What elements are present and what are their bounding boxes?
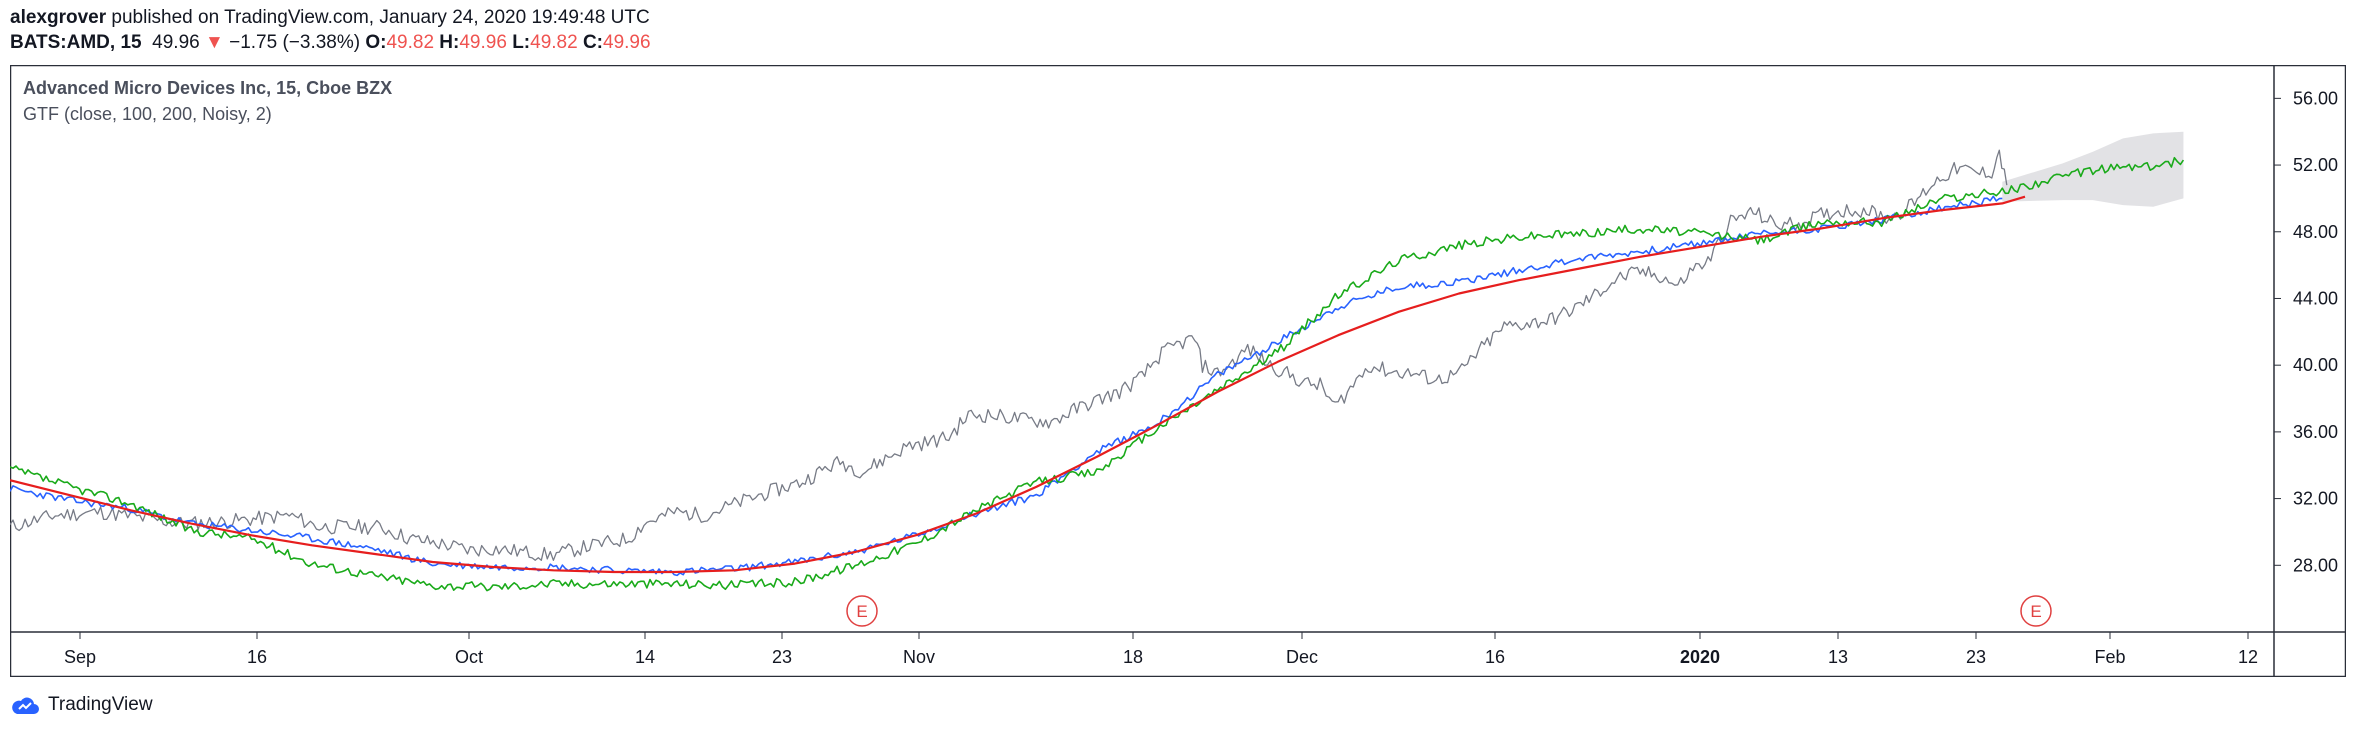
open-value: 49.82 xyxy=(386,32,435,53)
published-text: published on TradingView.com, January 24… xyxy=(111,7,650,28)
x-tick-label: Dec xyxy=(1286,647,1318,667)
earnings-label: E xyxy=(2030,602,2041,621)
x-tick-label: 23 xyxy=(772,647,792,667)
x-tick-label: Nov xyxy=(903,647,935,667)
price-chart[interactable]: E E 56.00 52.00 48.00 44.00 40.00 36.00 32.00 28… xyxy=(10,65,2346,677)
down-arrow-icon: ▼ xyxy=(205,32,224,53)
red-series-line xyxy=(10,195,2026,574)
open-label: O: xyxy=(365,32,387,53)
low-label: L: xyxy=(512,32,531,53)
y-tick-label: 32.00 xyxy=(2293,489,2338,509)
symbol-info-bar: BATS:AMD, 15 49.96 ▼ −1.75 (−3.38%) O:49… xyxy=(10,31,651,55)
high-value: 49.96 xyxy=(459,32,507,53)
price-series-line xyxy=(10,149,2008,561)
symbol-label: BATS:AMD, 15 xyxy=(10,32,142,53)
x-tick-label: 12 xyxy=(2238,647,2258,667)
x-tick-label: 16 xyxy=(247,647,267,667)
price-change: −1.75 (−3.38%) xyxy=(229,32,361,53)
x-tick-label: Feb xyxy=(2094,647,2125,667)
tradingview-logo[interactable]: TradingView xyxy=(10,690,153,720)
earnings-circle xyxy=(2020,595,2052,627)
green-series-line xyxy=(10,156,2185,592)
chart-border xyxy=(10,65,2346,677)
y-tick-label: 28.00 xyxy=(2293,555,2338,575)
earnings-label: E xyxy=(856,602,867,621)
blue-series-line xyxy=(10,195,2003,577)
brand-name: TradingView xyxy=(48,694,153,715)
x-tick-label: 23 xyxy=(1966,647,1986,667)
indicator-label[interactable]: GTF (close, 100, 200, Noisy, 2) xyxy=(23,104,272,124)
earnings-marker[interactable]: E xyxy=(2020,595,2052,627)
x-tick-label: 14 xyxy=(635,647,655,667)
y-tick-label: 56.00 xyxy=(2293,88,2338,108)
publish-info: alexgrover published on TradingView.com,… xyxy=(10,6,650,30)
earnings-circle xyxy=(846,595,878,627)
close-label: C: xyxy=(582,32,604,53)
earnings-marker[interactable]: E xyxy=(846,595,878,627)
forecast-band xyxy=(2002,131,2184,207)
x-tick-label: 16 xyxy=(1485,647,1505,667)
y-tick-label: 40.00 xyxy=(2293,355,2338,375)
cloud-logo-icon xyxy=(12,697,39,714)
last-price: 49.96 xyxy=(152,32,200,53)
x-tick-label: 2020 xyxy=(1680,647,1720,667)
x-tick-label: Oct xyxy=(455,647,483,667)
price-axis[interactable]: 56.00 52.00 48.00 44.00 40.00 36.00 32.00 28.00 xyxy=(2274,88,2338,575)
low-value: 49.82 xyxy=(530,32,578,53)
y-tick-label: 48.00 xyxy=(2293,222,2338,242)
x-tick-label: 18 xyxy=(1123,647,1143,667)
high-label: H: xyxy=(439,32,460,53)
close-value: 49.96 xyxy=(603,32,651,53)
chart-title[interactable]: Advanced Micro Devices Inc, 15, Cboe BZX xyxy=(23,78,393,98)
x-tick-label: Sep xyxy=(64,647,96,667)
author-name[interactable]: alexgrover xyxy=(10,7,107,28)
y-tick-label: 52.00 xyxy=(2293,155,2338,175)
time-axis[interactable]: Sep 16 Oct 14 23 Nov 18 Dec 16 2020 13 23 Feb 12 xyxy=(64,632,2258,667)
y-tick-label: 44.00 xyxy=(2293,288,2338,308)
x-tick-label: 13 xyxy=(1828,647,1848,667)
y-tick-label: 36.00 xyxy=(2293,422,2338,442)
